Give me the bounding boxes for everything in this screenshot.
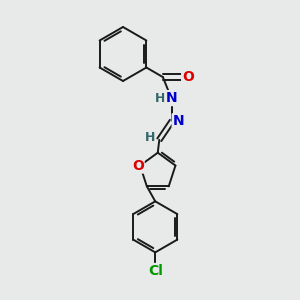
Text: Cl: Cl xyxy=(148,264,163,278)
Text: N: N xyxy=(166,91,177,105)
Text: H: H xyxy=(155,92,166,105)
Text: H: H xyxy=(145,131,155,144)
Text: O: O xyxy=(132,159,144,172)
Text: N: N xyxy=(173,114,184,128)
Text: O: O xyxy=(182,70,194,84)
